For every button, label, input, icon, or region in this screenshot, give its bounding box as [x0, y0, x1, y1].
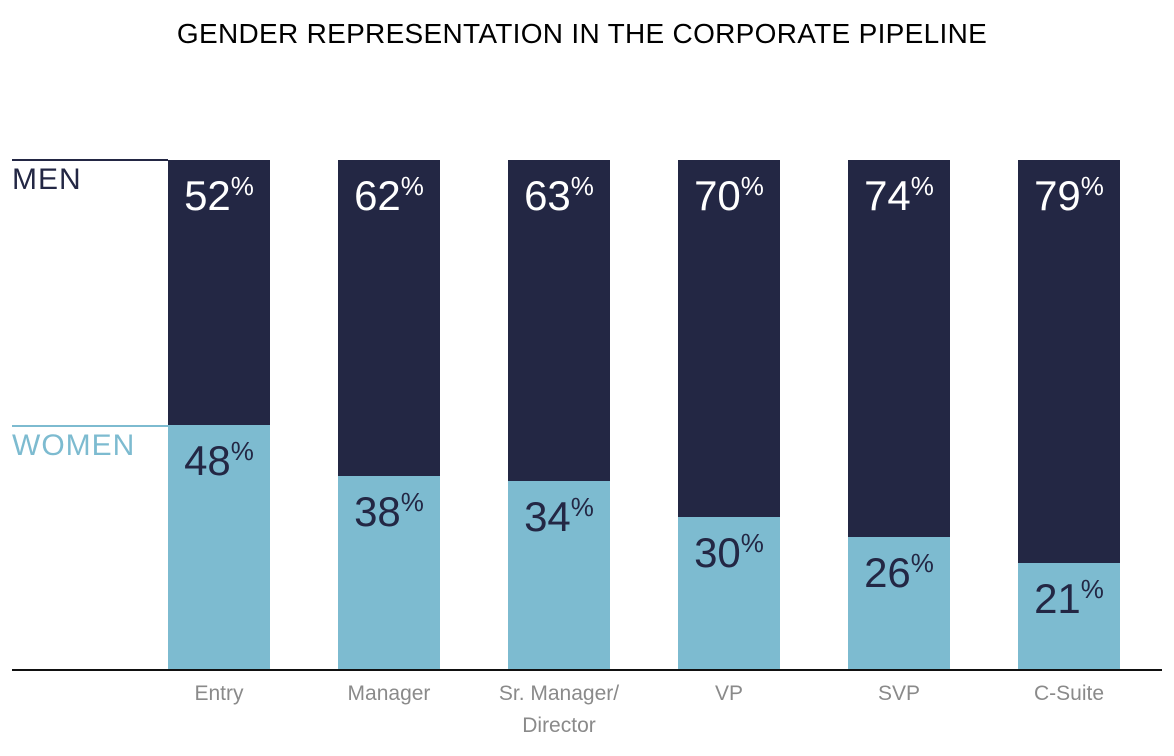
bar-men-3 [678, 160, 780, 517]
percent-sign: % [570, 171, 594, 201]
bar-women-2 [508, 481, 610, 670]
bar-men-2 [508, 160, 610, 482]
category-label-line: SVP [877, 682, 921, 705]
bar-men-4 [848, 160, 950, 538]
percent-sign: % [910, 171, 934, 201]
men-legend-label: MEN [12, 163, 82, 196]
women-value-label-3: 30% [678, 529, 780, 576]
category-label-3: VP [644, 678, 814, 710]
men-value-label-0: 52% [168, 172, 270, 219]
category-label-0: Entry [134, 678, 304, 710]
men-value-label-5: 79% [1018, 172, 1120, 219]
bar-women-0 [168, 425, 270, 670]
bar-women-1 [338, 476, 440, 670]
value-number: 52 [184, 172, 231, 219]
percent-sign: % [230, 171, 254, 201]
value-number: 70 [694, 172, 741, 219]
women-value-label-4: 26% [848, 549, 950, 597]
bar-women-5 [1018, 562, 1120, 670]
category-label-line: VP [714, 682, 743, 705]
women-value-label-1: 38% [338, 488, 440, 536]
category-label-2: Sr. Manager/Director [474, 678, 644, 742]
value-number: 74 [864, 172, 911, 219]
women-value-label-2: 34% [508, 493, 610, 541]
category-label-line: Manager [347, 682, 431, 705]
value-number: 63 [524, 172, 571, 219]
category-label-line: Entry [194, 682, 244, 705]
percent-sign: % [740, 171, 764, 201]
bar-women-4 [848, 537, 950, 670]
women-value-label-0: 48% [168, 437, 270, 485]
percent-sign: % [400, 171, 424, 201]
category-label-line: Sr. Manager/ [498, 682, 620, 705]
category-label-4: SVP [814, 678, 984, 710]
percent-sign: % [400, 487, 424, 518]
percent-sign: % [1080, 171, 1104, 201]
percent-sign: % [230, 436, 254, 467]
value-number: 79 [1034, 172, 1081, 219]
value-number: 21 [1034, 574, 1081, 622]
category-label-line: Director [522, 714, 596, 737]
men-legend-line [12, 159, 168, 161]
value-number: 62 [354, 172, 401, 219]
value-number: 30 [694, 529, 741, 576]
percent-sign: % [1080, 573, 1104, 604]
women-legend-label: WOMEN [12, 429, 136, 462]
bar-men-0 [168, 160, 270, 426]
bar-women-3 [678, 517, 780, 670]
women-value-label-5: 21% [1018, 574, 1120, 622]
men-value-label-4: 74% [848, 172, 950, 219]
percent-sign: % [570, 492, 594, 523]
x-axis-line [12, 669, 1162, 671]
chart-title: GENDER REPRESENTATION IN THE CORPORATE P… [176, 18, 988, 49]
men-value-label-3: 70% [678, 172, 780, 219]
category-label-5: C-Suite [984, 678, 1154, 710]
value-number: 26 [864, 549, 911, 597]
bar-men-1 [338, 160, 440, 477]
men-value-label-1: 62% [338, 172, 440, 219]
bar-men-5 [1018, 160, 1120, 563]
men-value-label-2: 63% [508, 172, 610, 219]
category-label-line: C-Suite [1033, 682, 1105, 705]
women-legend-line [12, 425, 168, 427]
value-number: 34 [524, 493, 571, 541]
value-number: 48 [184, 437, 231, 485]
percent-sign: % [910, 548, 934, 579]
percent-sign: % [740, 528, 764, 558]
value-number: 38 [354, 488, 401, 536]
category-label-1: Manager [304, 678, 474, 710]
